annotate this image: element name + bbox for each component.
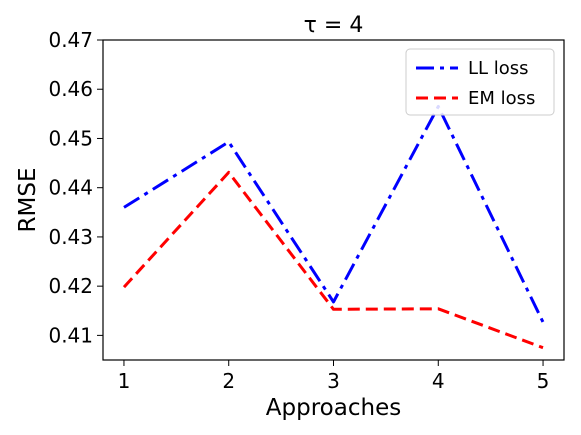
x-tick-label: 5 — [537, 369, 550, 393]
y-tick-label: 0.41 — [48, 323, 93, 347]
series-line-ll-loss — [123, 105, 545, 323]
legend: LL loss EM loss — [405, 48, 555, 116]
y-tick-label: 0.44 — [48, 176, 93, 200]
y-tick-label: 0.47 — [48, 28, 93, 52]
series-line-em-loss — [122, 170, 544, 350]
legend-label: EM loss — [468, 88, 535, 109]
y-tick-label: 0.45 — [48, 126, 93, 150]
axis-ticks: 0.41 0.42 0.43 0.44 0.45 0.46 0.47 1 2 3 4 5 — [48, 28, 549, 393]
x-axis-title: Approaches — [266, 395, 401, 421]
y-tick-label: 0.42 — [48, 274, 93, 298]
x-tick-label: 2 — [222, 369, 235, 393]
x-tick-label: 3 — [327, 369, 340, 393]
x-tick-label: 1 — [118, 369, 131, 393]
legend-label: LL loss — [468, 58, 529, 79]
x-tick-label: 4 — [432, 369, 445, 393]
chart-title: τ = 4 — [304, 13, 364, 38]
y-tick-label: 0.46 — [48, 77, 93, 101]
y-axis-title: RMSE — [15, 168, 41, 233]
plot-area — [122, 105, 545, 350]
y-tick-label: 0.43 — [48, 225, 93, 249]
